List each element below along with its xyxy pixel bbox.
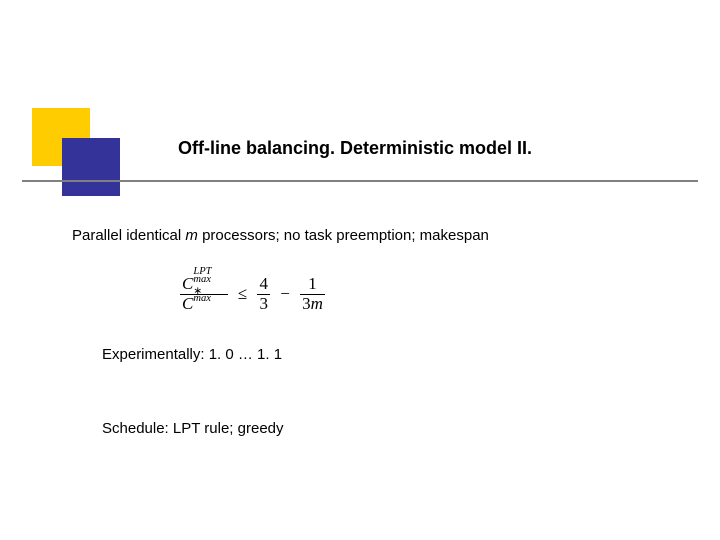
formula-lhs-num: CLPTmax xyxy=(180,275,228,295)
formula-lhs-den-sub: max xyxy=(193,293,211,304)
title-divider xyxy=(22,180,698,182)
formula-lhs-num-sub: max xyxy=(193,274,211,285)
body-line-1: Parallel identical m processors; no task… xyxy=(72,227,489,244)
body-line-1-pre: Parallel identical xyxy=(72,227,185,244)
formula-rhs2-den: 3m xyxy=(300,295,325,314)
formula-rhs2-den-pre: 3 xyxy=(302,294,311,313)
formula-rhs2-den-var: m xyxy=(311,294,323,313)
formula: CLPTmax C∗max ≤ 4 3 − 1 3m xyxy=(180,275,325,313)
formula-lhs-num-base: C xyxy=(182,274,193,293)
formula-rhs2-fraction: 1 3m xyxy=(300,275,325,313)
formula-rhs1-den: 3 xyxy=(257,295,270,314)
formula-op-minus: − xyxy=(274,284,296,304)
accent-square-front xyxy=(62,138,120,196)
body-line-1-post: processors; no task preemption; makespan xyxy=(202,227,489,244)
formula-lhs-den: C∗max xyxy=(180,295,228,314)
slide: Off-line balancing. Deterministic model … xyxy=(0,0,720,540)
body-line-3: Schedule: LPT rule; greedy xyxy=(102,420,284,437)
formula-lhs-fraction: CLPTmax C∗max xyxy=(180,275,228,313)
body-line-2: Experimentally: 1. 0 … 1. 1 xyxy=(102,346,282,363)
formula-rhs1-fraction: 4 3 xyxy=(257,275,270,313)
formula-lhs-den-base: C xyxy=(182,294,193,313)
formula-op-le: ≤ xyxy=(232,284,253,304)
slide-title: Off-line balancing. Deterministic model … xyxy=(178,138,532,159)
formula-rhs2-num: 1 xyxy=(300,275,325,295)
formula-rhs1-num: 4 xyxy=(257,275,270,295)
body-line-1-var: m xyxy=(185,227,202,244)
